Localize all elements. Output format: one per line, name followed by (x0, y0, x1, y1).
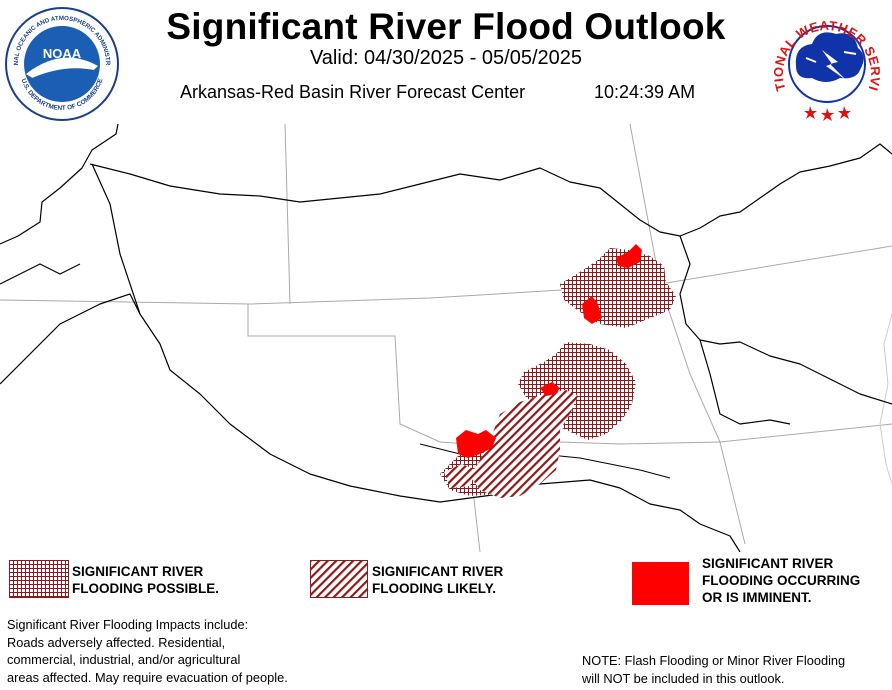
noaa-logo-text: NOAA (43, 46, 82, 61)
flood-occurring-areas (456, 244, 642, 458)
right-edge-coastline (879, 313, 892, 485)
legend-swatch-likely-icon (310, 560, 368, 598)
basin-outline (0, 124, 892, 552)
legend-possible-label: SIGNIFICANT RIVER FLOODING POSSIBLE. (72, 564, 220, 596)
issue-time: 10:24:39 AM (594, 82, 696, 102)
page-title: Significant River Flood Outlook (166, 6, 726, 47)
legend-swatch-occurring-icon (632, 562, 689, 605)
noaa-logo-icon: NOAA NATIONAL OCEANIC AND ATMOSPHERIC AD… (4, 6, 119, 121)
state-boundaries (0, 124, 892, 552)
impacts-description: Significant River Flooding Impacts inclu… (7, 617, 288, 685)
valid-dates: Valid: 04/30/2025 - 05/05/2025 (309, 47, 583, 69)
flood-outlook-map (0, 124, 892, 552)
flood-likely-areas (444, 390, 578, 498)
legend-swatch-possible-icon (9, 560, 69, 598)
forecast-center-name: Arkansas-Red Basin River Forecast Center (180, 82, 526, 102)
nws-logo-icon: NATIONAL WEATHER SERVICE (766, 6, 883, 121)
outlook-note: NOTE: Flash Flooding or Minor River Floo… (582, 653, 846, 686)
legend-likely-label: SIGNIFICANT RIVER FLOODING LIKELY. (372, 564, 504, 596)
legend-occurring-label: SIGNIFICANT RIVER FLOODING OCCURRING OR … (702, 556, 861, 605)
